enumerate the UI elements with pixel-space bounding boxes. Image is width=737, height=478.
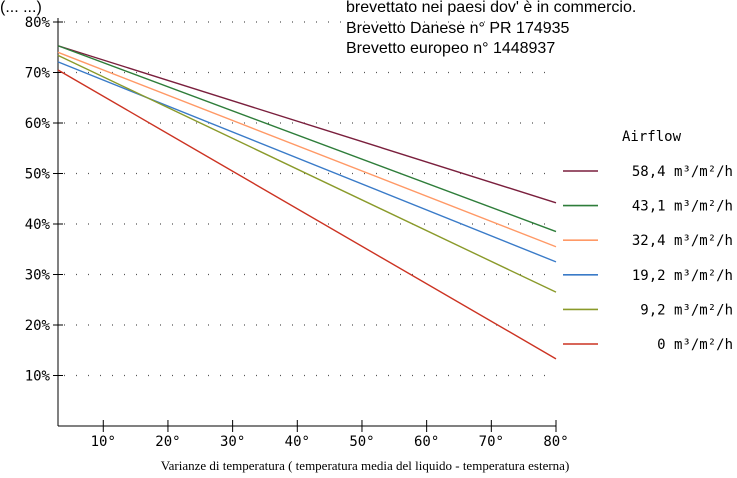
y-tick-label: 10% (25, 369, 51, 385)
series-line (57, 51, 557, 248)
header-fragment: (... ...) (0, 0, 42, 16)
series-line (57, 61, 557, 263)
legend-entry: 32,4 m³/m²/h (632, 233, 733, 249)
legend-entry: 0 m³/m²/h (657, 337, 733, 353)
y-tick-label: 50% (25, 167, 51, 183)
patent-line-2: Brevetto Danese n° PR 174935 (346, 20, 570, 37)
legend-entry: 19,2 m³/m²/h (632, 268, 733, 284)
patent-line-1: brevettato nei paesi dov' è in commercio… (346, 0, 636, 16)
series-line (57, 45, 557, 204)
legend-entry: 58,4 m³/m²/h (632, 164, 733, 180)
chart-legend: 58,4 m³/m²/h 43,1 m³/m²/h 32,4 m³/m²/h 19,2… (563, 164, 733, 353)
chart-series (57, 45, 557, 360)
y-tick-label: 60% (25, 116, 51, 132)
legend-title: Airflow (622, 129, 682, 145)
y-tick-label: 30% (25, 268, 51, 284)
x-tick-label: 80° (543, 434, 568, 450)
x-tick-label: 50° (349, 434, 374, 450)
y-tick-label: 70% (25, 66, 51, 82)
legend-entry: 43,1 m³/m²/h (632, 199, 733, 215)
x-tick-label: 10° (91, 434, 116, 450)
chart-axes: 10% 20% 30% 40% 50% 60% 70% 80% 10° 20° 30° 40° 50° 6… (25, 15, 569, 450)
series-line (57, 54, 557, 293)
x-tick-label: 70° (479, 434, 504, 450)
x-tick-label: 60° (414, 434, 439, 450)
x-tick-label: 20° (155, 434, 180, 450)
y-tick-label: 40% (25, 217, 51, 233)
patent-line-3: Brevetto europeo n° 1448937 (346, 40, 555, 57)
x-tick-label: 40° (285, 434, 310, 450)
y-tick-label: 20% (25, 318, 51, 334)
x-axis-label: Varianze di temperatura ( temperatura me… (161, 458, 570, 473)
x-tick-label: 30° (220, 434, 245, 450)
legend-entry: 9,2 m³/m²/h (640, 302, 733, 318)
series-line (57, 69, 557, 360)
y-tick-label: 80% (25, 15, 51, 31)
series-line (57, 45, 557, 233)
